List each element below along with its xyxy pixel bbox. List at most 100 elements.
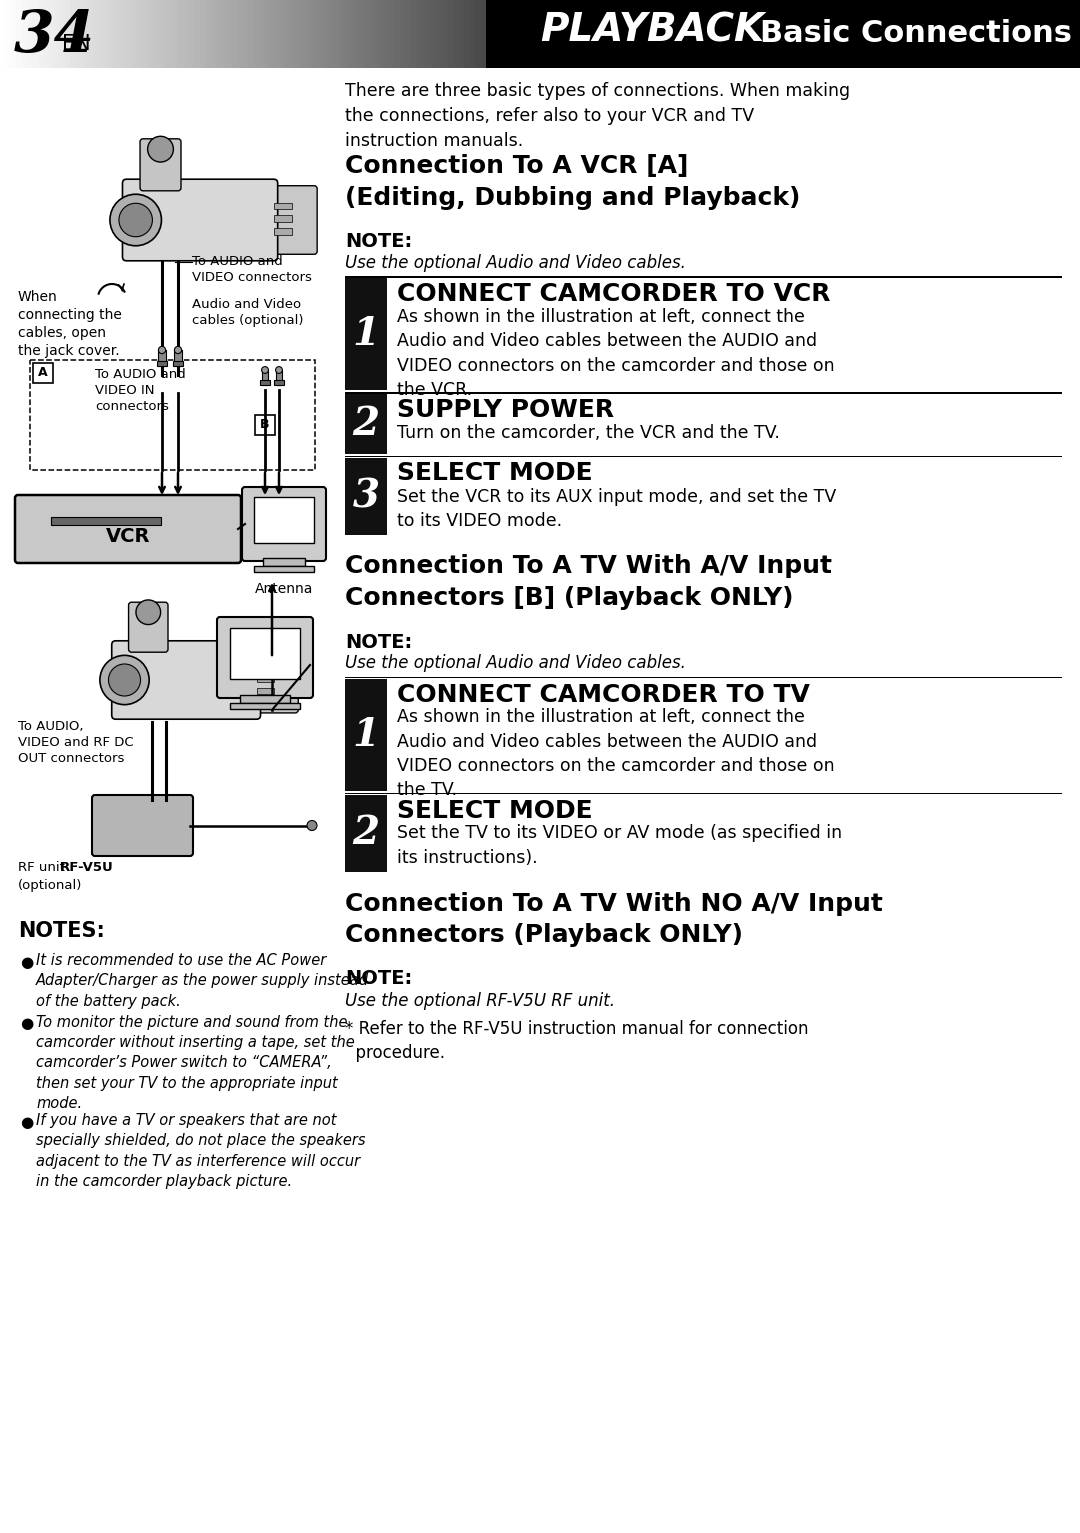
FancyBboxPatch shape (242, 487, 326, 561)
Bar (907, 0, 914, 67)
Bar (232, 0, 239, 67)
Bar (230, 629, 300, 679)
Bar (292, 0, 298, 67)
Text: * Refer to the RF-V5U instruction manual for connection
  procedure.: * Refer to the RF-V5U instruction manual… (345, 1019, 809, 1062)
Circle shape (110, 195, 161, 245)
Bar (772, 0, 779, 67)
Bar (54, 0, 60, 67)
Bar (988, 0, 995, 67)
Bar (257, 688, 274, 694)
Bar (799, 0, 806, 67)
Bar (230, 704, 299, 708)
Bar (842, 0, 849, 67)
Bar (508, 0, 514, 67)
Bar (599, 0, 606, 67)
Bar (734, 0, 741, 67)
Bar (70, 0, 77, 67)
Text: B: B (260, 419, 270, 431)
Bar (416, 0, 422, 67)
Bar (33, 363, 53, 383)
Bar (470, 0, 476, 67)
Text: 2: 2 (352, 405, 379, 443)
Bar (178, 0, 185, 67)
Bar (513, 0, 519, 67)
Bar (0, 0, 6, 67)
Text: Connection To A TV With NO A/V Input
Connectors (Playback ONLY): Connection To A TV With NO A/V Input Con… (345, 892, 882, 947)
Bar (281, 0, 287, 67)
Bar (130, 0, 136, 67)
Bar (697, 0, 703, 67)
Bar (848, 0, 854, 67)
Bar (875, 0, 881, 67)
Bar (38, 0, 44, 67)
Bar (454, 0, 460, 67)
Bar (43, 0, 50, 67)
Bar (5, 0, 12, 67)
Bar (443, 0, 449, 67)
Bar (173, 360, 184, 366)
Bar (491, 0, 498, 67)
Bar (637, 0, 644, 67)
Bar (1048, 0, 1054, 67)
Text: It is recommended to use the AC Power
Adapter/Charger as the power supply instea: It is recommended to use the AC Power Ad… (36, 954, 369, 1009)
Text: As shown in the illustration at left, connect the
Audio and Video cables between: As shown in the illustration at left, co… (397, 708, 835, 799)
Bar (437, 0, 444, 67)
Text: RF unit: RF unit (18, 862, 69, 874)
Bar (691, 0, 698, 67)
Bar (832, 0, 838, 67)
Bar (1031, 0, 1038, 67)
Bar (972, 0, 978, 67)
Text: Connection To A TV With A/V Input
Connectors [B] (Playback ONLY): Connection To A TV With A/V Input Connec… (345, 555, 832, 610)
Bar (778, 0, 784, 67)
Bar (497, 0, 503, 67)
Bar (535, 0, 541, 67)
Bar (81, 0, 87, 67)
Bar (977, 0, 984, 67)
Bar (675, 0, 681, 67)
Bar (227, 0, 233, 67)
Bar (254, 497, 314, 543)
Bar (410, 0, 417, 67)
Bar (626, 0, 633, 67)
Bar (740, 0, 746, 67)
Bar (103, 0, 109, 67)
Bar (184, 0, 190, 67)
Text: A: A (38, 366, 48, 380)
Text: 1: 1 (352, 314, 379, 353)
Bar (864, 0, 870, 67)
Bar (119, 0, 125, 67)
Bar (308, 0, 314, 67)
Bar (275, 369, 282, 385)
Bar (140, 0, 147, 67)
Circle shape (99, 656, 149, 705)
Bar (394, 0, 401, 67)
Text: There are three basic types of connections. When making
the connections, refer a: There are three basic types of connectio… (345, 81, 850, 150)
Bar (707, 0, 714, 67)
Text: Audio and Video
cables (optional): Audio and Video cables (optional) (192, 297, 303, 327)
Bar (589, 0, 595, 67)
Bar (405, 0, 411, 67)
Bar (345, 794, 387, 871)
Bar (346, 0, 352, 67)
Bar (745, 0, 752, 67)
Bar (240, 694, 289, 704)
Bar (610, 0, 617, 67)
Text: 1: 1 (352, 716, 379, 754)
Bar (1069, 0, 1076, 67)
Circle shape (136, 599, 161, 624)
Bar (345, 277, 387, 389)
Circle shape (108, 664, 140, 696)
Bar (189, 0, 195, 67)
Bar (378, 0, 384, 67)
Bar (135, 0, 141, 67)
Circle shape (148, 136, 174, 162)
Text: Set the TV to its VIDEO or AV mode (as specified in
its instructions).: Set the TV to its VIDEO or AV mode (as s… (397, 825, 842, 866)
Bar (1037, 0, 1043, 67)
Bar (313, 0, 320, 67)
Bar (257, 664, 274, 670)
Text: Use the optional Audio and Video cables.: Use the optional Audio and Video cables. (345, 254, 686, 271)
Bar (205, 0, 212, 67)
Text: RF-V5U: RF-V5U (60, 862, 113, 874)
Bar (853, 0, 860, 67)
Text: Antenna: Antenna (255, 583, 313, 596)
